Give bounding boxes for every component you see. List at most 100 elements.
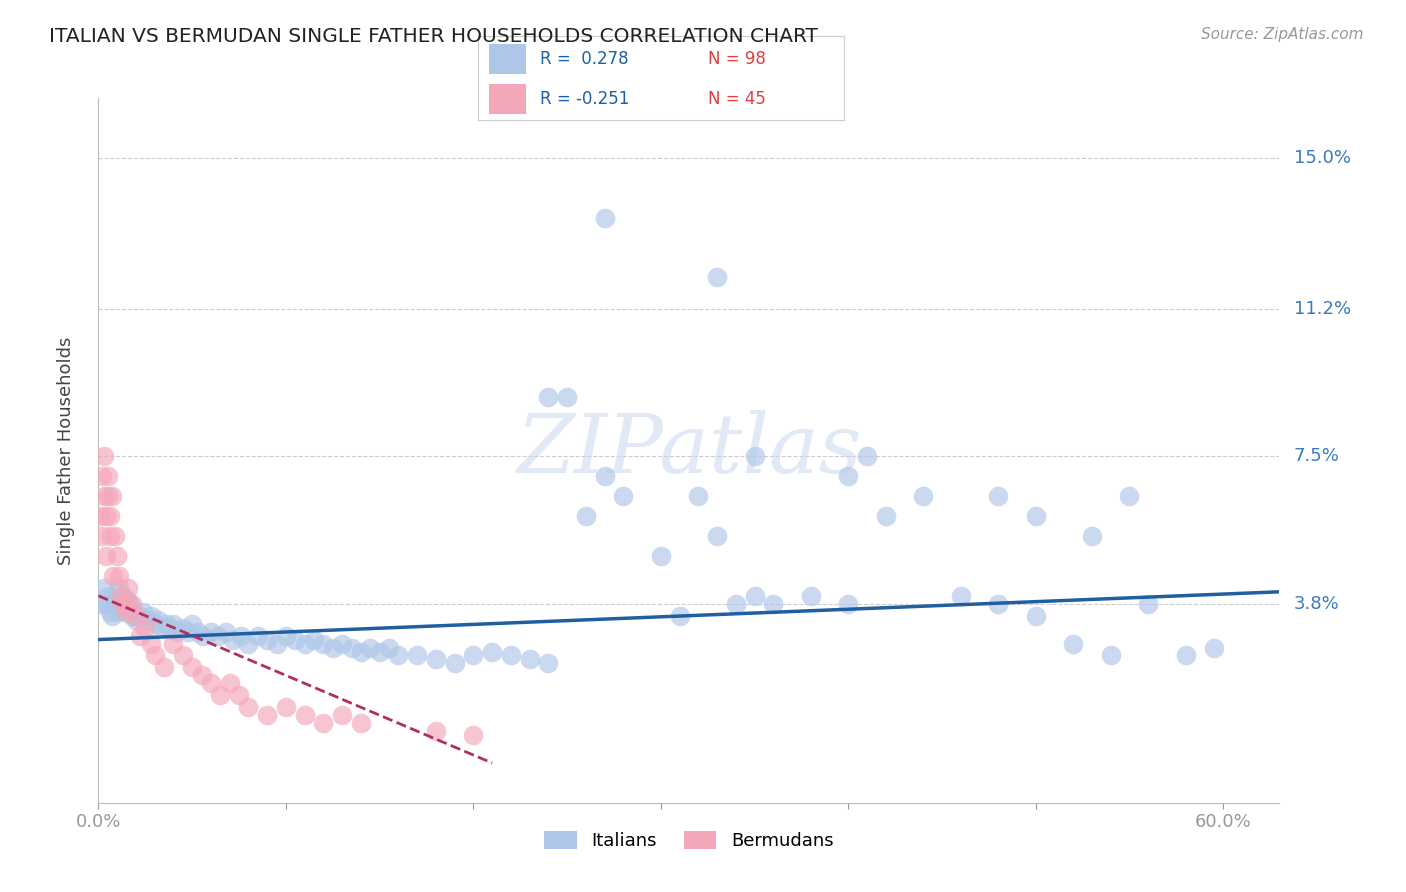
Italians: [443, 657, 465, 671]
Italians: [117, 600, 139, 615]
Italians: [1118, 489, 1140, 503]
Text: 3.8%: 3.8%: [1294, 595, 1340, 613]
Bermudans: [256, 708, 278, 723]
Italians: [499, 648, 522, 663]
Italians: [800, 589, 823, 603]
Italians: [98, 605, 121, 619]
Italians: [593, 211, 616, 225]
Italians: [105, 605, 128, 619]
Italians: [111, 589, 134, 603]
Italians: [132, 605, 155, 619]
Bermudans: [98, 509, 121, 524]
Italians: [481, 644, 503, 658]
Bermudans: [200, 676, 222, 690]
Bermudans: [139, 636, 162, 650]
Bermudans: [98, 529, 121, 543]
Bermudans: [110, 589, 132, 603]
Text: ITALIAN VS BERMUDAN SINGLE FATHER HOUSEHOLDS CORRELATION CHART: ITALIAN VS BERMUDAN SINGLE FATHER HOUSEH…: [49, 27, 818, 45]
Bermudans: [111, 597, 134, 611]
Italians: [987, 597, 1010, 611]
Text: 11.2%: 11.2%: [1294, 300, 1351, 318]
Bermudans: [97, 469, 120, 483]
Bermudans: [209, 688, 232, 702]
Italians: [593, 469, 616, 483]
Bermudans: [108, 569, 131, 583]
Italians: [128, 608, 150, 623]
Bermudans: [143, 648, 166, 663]
Italians: [1099, 648, 1122, 663]
Italians: [143, 616, 166, 631]
Italians: [103, 589, 125, 603]
Bermudans: [172, 648, 194, 663]
Italians: [155, 616, 177, 631]
Italians: [302, 632, 325, 647]
Italians: [207, 629, 229, 643]
Italians: [387, 648, 409, 663]
Italians: [425, 652, 447, 666]
Italians: [744, 450, 766, 464]
Italians: [266, 636, 288, 650]
Bermudans: [89, 509, 111, 524]
Italians: [108, 581, 131, 595]
Bermudans: [238, 700, 260, 714]
Italians: [229, 629, 252, 643]
Italians: [1202, 640, 1225, 655]
Italians: [115, 592, 138, 607]
Italians: [166, 624, 188, 639]
Bermudans: [94, 509, 117, 524]
Italians: [912, 489, 935, 503]
Bermudans: [294, 708, 316, 723]
Italians: [274, 629, 297, 643]
Bermudans: [93, 450, 115, 464]
Text: N = 45: N = 45: [709, 90, 766, 108]
Italians: [284, 632, 307, 647]
Italians: [238, 636, 260, 650]
Italians: [330, 636, 353, 650]
Italians: [537, 390, 560, 404]
Italians: [104, 597, 127, 611]
Italians: [139, 608, 162, 623]
Italians: [150, 621, 173, 635]
Italians: [837, 597, 859, 611]
Italians: [159, 621, 181, 635]
Italians: [463, 648, 485, 663]
Italians: [97, 589, 120, 603]
Italians: [368, 644, 391, 658]
Bermudans: [330, 708, 353, 723]
Italians: [350, 644, 373, 658]
Bermudans: [100, 489, 122, 503]
Text: R =  0.278: R = 0.278: [540, 50, 628, 68]
Bermudans: [181, 660, 204, 674]
Bermudans: [162, 636, 184, 650]
Italians: [110, 600, 132, 615]
Italians: [312, 636, 335, 650]
Italians: [187, 624, 209, 639]
Bermudans: [104, 529, 127, 543]
Italians: [378, 640, 401, 655]
Bermudans: [425, 724, 447, 739]
Italians: [519, 652, 541, 666]
Italians: [688, 489, 710, 503]
Italians: [1174, 648, 1197, 663]
Italians: [294, 636, 316, 650]
Italians: [256, 632, 278, 647]
Bermudans: [115, 605, 138, 619]
Italians: [875, 509, 897, 524]
Bermudans: [93, 489, 115, 503]
Italians: [706, 270, 728, 285]
Bermudans: [350, 716, 373, 731]
Text: R = -0.251: R = -0.251: [540, 90, 630, 108]
Italians: [744, 589, 766, 603]
Bermudans: [125, 608, 148, 623]
Bermudans: [218, 676, 240, 690]
Bermudans: [114, 597, 136, 611]
Text: N = 98: N = 98: [709, 50, 766, 68]
Italians: [94, 597, 117, 611]
Italians: [122, 605, 145, 619]
Italians: [181, 616, 204, 631]
Italians: [856, 450, 879, 464]
Italians: [724, 597, 747, 611]
Italians: [762, 597, 785, 611]
Italians: [987, 489, 1010, 503]
Bermudans: [134, 621, 156, 635]
